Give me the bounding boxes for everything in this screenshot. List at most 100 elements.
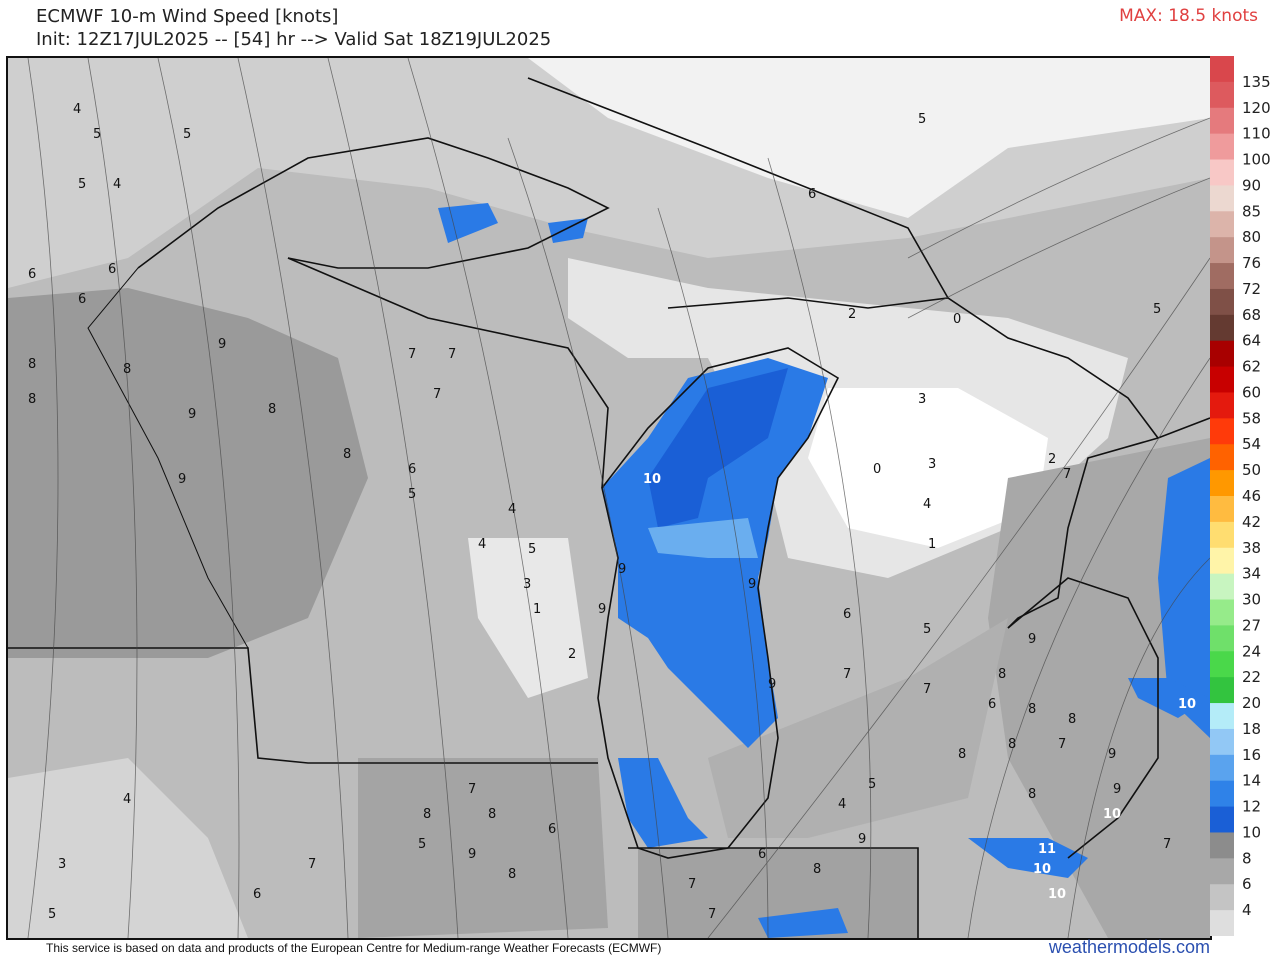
contour-label: 9	[218, 337, 226, 352]
colorbar-bin	[1210, 599, 1234, 626]
contour-label: 11	[1038, 842, 1056, 857]
colorbar-tick-label: 24	[1242, 642, 1261, 660]
contour-label: 5	[48, 907, 56, 922]
colorbar-tick-label: 50	[1242, 461, 1261, 479]
contour-label: 3	[523, 577, 531, 592]
contour-label: 10	[1103, 807, 1121, 822]
colorbar-bin	[1210, 107, 1234, 135]
colorbar-bin	[1210, 185, 1234, 212]
contour-label: 5	[78, 177, 86, 192]
colorbar-tick-label: 12	[1242, 798, 1261, 816]
contour-label: 8	[123, 362, 131, 377]
contour-label: 2	[848, 307, 856, 322]
colorbar-bin	[1210, 884, 1234, 911]
colorbar-tick-label: 72	[1242, 280, 1261, 298]
colorbar-tick-label: 18	[1242, 720, 1261, 738]
colorbar-tick-label: 76	[1242, 254, 1261, 272]
colorbar-tick-label: 34	[1242, 565, 1261, 583]
max-value-label: MAX: 18.5 knots	[1119, 6, 1258, 26]
contour-label: 0	[953, 312, 961, 327]
colorbar-bin	[1210, 159, 1234, 186]
colorbar-bin	[1210, 754, 1234, 782]
colorbar-bin	[1210, 340, 1234, 368]
contour-label: 5	[1153, 302, 1161, 317]
contour-label: 9	[178, 472, 186, 487]
contour-label: 9	[858, 832, 866, 847]
contour-label: 6	[548, 822, 556, 837]
colorbar-tick-label: 42	[1242, 513, 1261, 531]
contour-label: 6	[78, 292, 86, 307]
contour-label: 8	[28, 357, 36, 372]
contour-label: 7	[408, 347, 416, 362]
colorbar-tick-label: 120	[1242, 99, 1271, 117]
colorbar-bin	[1210, 728, 1234, 756]
contour-label: 5	[918, 112, 926, 127]
contour-label: 6	[758, 847, 766, 862]
contour-label: 8	[488, 807, 496, 822]
map-subtitle: Init: 12Z17JUL2025 -- [54] hr --> Valid …	[36, 29, 552, 50]
colorbar-tick-label: 16	[1242, 746, 1261, 764]
colorbar-bin	[1210, 910, 1234, 936]
colorbar-bin	[1210, 677, 1234, 704]
contour-label: 3	[58, 857, 66, 872]
colorbar-tick-label: 8	[1242, 849, 1252, 867]
contour-label: 4	[923, 497, 931, 512]
contour-label: 6	[108, 262, 116, 277]
contour-label: 7	[1058, 737, 1066, 752]
colorbar-tick-label: 90	[1242, 176, 1261, 194]
contour-label: 8	[508, 867, 516, 882]
contour-label: 2	[1048, 452, 1056, 467]
colorbar-bin	[1210, 780, 1234, 808]
colorbar-bin	[1210, 547, 1234, 575]
colorbar-tick-label: 64	[1242, 332, 1261, 350]
contour-label: 5	[183, 127, 191, 142]
colorbar-tick-label: 10	[1242, 823, 1261, 841]
contour-label: 10	[1048, 887, 1066, 902]
contour-label: 5	[408, 487, 416, 502]
colorbar-bin	[1210, 366, 1234, 393]
colorbar-bin	[1210, 521, 1234, 549]
contour-label: 7	[433, 387, 441, 402]
contour-label: 5	[923, 622, 931, 637]
contour-label: 1	[928, 537, 936, 552]
contour-label: 10	[643, 472, 661, 487]
contour-label: 8	[1028, 702, 1036, 717]
colorbar-bin	[1210, 133, 1234, 161]
contour-label: 9	[748, 577, 756, 592]
colorbar-tick-label: 85	[1242, 202, 1261, 220]
contour-label: 9	[598, 602, 606, 617]
contour-label: 8	[28, 392, 36, 407]
contour-label: 4	[73, 102, 81, 117]
colorbar-bin	[1210, 392, 1234, 419]
colorbar-bin	[1210, 858, 1234, 885]
contour-label: 7	[843, 667, 851, 682]
colorbar-bin	[1210, 651, 1234, 678]
contour-label: 6	[408, 462, 416, 477]
coastlines-and-borders	[8, 77, 1210, 938]
attribution-text: This service is based on data and produc…	[46, 941, 662, 955]
contour-label: 3	[928, 457, 936, 472]
contour-label: 9	[1028, 632, 1036, 647]
brand-link[interactable]: weathermodels.com	[1048, 937, 1210, 957]
colorbar-bin	[1210, 625, 1234, 652]
contour-label: 4	[478, 537, 486, 552]
contour-label: 6	[988, 697, 996, 712]
contour-label: 7	[468, 782, 476, 797]
contour-label: 9	[468, 847, 476, 862]
contour-label: 9	[188, 407, 196, 422]
contour-label: 4	[113, 177, 121, 192]
contour-label: 7	[688, 877, 696, 892]
contour-label: 8	[423, 807, 431, 822]
colorbar-bin	[1210, 263, 1234, 290]
contour-label: 9	[1108, 747, 1116, 762]
contour-label: 7	[1163, 837, 1171, 852]
colorbar-bin	[1210, 470, 1234, 497]
contour-label: 7	[1063, 467, 1071, 482]
colorbar-bin	[1210, 81, 1234, 109]
contour-label: 8	[268, 402, 276, 417]
contour-label: 4	[838, 797, 846, 812]
colorbar-bin	[1210, 237, 1234, 264]
colorbar-bin	[1210, 418, 1234, 445]
